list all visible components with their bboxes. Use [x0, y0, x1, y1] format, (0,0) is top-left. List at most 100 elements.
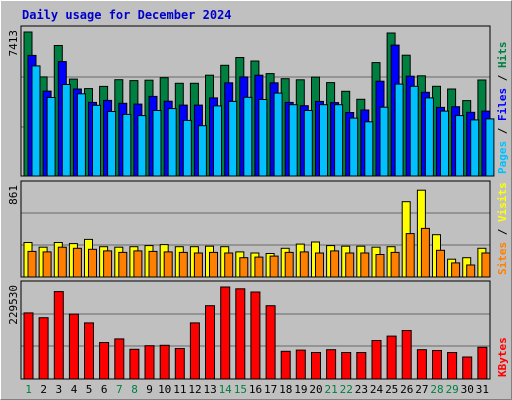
bar-pages-day-31: [485, 118, 495, 177]
bar-kbytes-day-4: [68, 313, 79, 380]
day-label-31: 31: [476, 383, 489, 396]
day-label-23: 23: [355, 383, 368, 396]
bar-pages-day-19: [303, 110, 313, 177]
bar-pages-day-28: [440, 110, 449, 177]
bar-pages-day-11: [182, 119, 192, 177]
bar-kbytes-day-21: [326, 349, 337, 380]
bar-sites-day-1: [27, 250, 37, 278]
bar-sites-day-25: [390, 251, 400, 278]
bar-pages-day-4: [76, 93, 86, 177]
bar-pages-day-21: [334, 104, 344, 177]
bar-kbytes-day-26: [401, 330, 412, 380]
bar-pages-day-25: [394, 83, 404, 177]
day-label-24: 24: [370, 383, 384, 396]
day-label-28: 28: [430, 383, 443, 396]
y-max-tick-label: 7413: [7, 30, 20, 57]
x-axis-day-labels: 1 2 3 4 5 6 7 8 9 10 11 12 13 14 15 16 17 18 19 20 21 22 23 24 2…: [25, 383, 489, 396]
bar-pages-day-1: [31, 65, 41, 177]
day-label-7: 7: [116, 383, 123, 396]
chart-title: Daily usage for December 2024: [22, 8, 232, 22]
day-label-3: 3: [55, 383, 62, 396]
bar-kbytes-day-30: [462, 356, 473, 380]
panel-kbytes: 229530 KBytes: [7, 280, 509, 380]
bar-sites-day-14: [224, 252, 234, 278]
legend-kbytes: KBytes: [496, 337, 509, 377]
bar-sites-day-28: [436, 249, 445, 278]
bar-kbytes-day-31: [477, 346, 488, 380]
day-label-4: 4: [71, 383, 78, 396]
bar-kbytes-day-13: [205, 305, 215, 380]
bar-sites-day-5: [88, 248, 97, 278]
legend-hits-files-pages: Pages / Files / Hits: [496, 42, 509, 175]
bar-sites-day-21: [330, 250, 340, 278]
day-label-2: 2: [40, 383, 47, 396]
bar-sites-day-15: [239, 257, 249, 278]
bar-pages-day-17: [273, 92, 283, 177]
day-label-26: 26: [400, 383, 413, 396]
bar-kbytes-day-5: [84, 322, 94, 380]
bar-pages-day-23: [364, 121, 374, 177]
bar-sites-day-4: [72, 247, 82, 278]
bar-pages-day-12: [197, 125, 207, 177]
bar-kbytes-day-1: [23, 312, 34, 380]
bar-sites-day-12: [193, 252, 203, 278]
y-max-tick-label: 229530: [7, 285, 20, 325]
bar-sites-day-24: [375, 254, 385, 278]
bar-sites-day-10: [163, 251, 173, 278]
day-label-20: 20: [309, 383, 322, 396]
bar-pages-day-18: [288, 104, 298, 177]
day-label-21: 21: [324, 383, 337, 396]
day-label-14: 14: [219, 383, 233, 396]
bar-pages-day-29: [455, 115, 465, 177]
bar-pages-day-22: [349, 117, 359, 177]
bar-pages-day-2: [46, 97, 56, 177]
bar-sites-day-17: [269, 255, 279, 278]
bar-sites-day-27: [420, 227, 430, 278]
legend-entry: Hits: [496, 42, 509, 69]
legend-entry: Sites: [496, 242, 509, 275]
bar-pages-day-14: [228, 100, 238, 177]
legend-entry: Visits: [496, 182, 509, 222]
bar-pages-day-13: [213, 105, 222, 177]
legend-entry: /: [496, 121, 509, 141]
bar-pages-day-26: [409, 85, 419, 177]
bar-kbytes-day-22: [341, 352, 352, 380]
bar-kbytes-day-10: [159, 344, 170, 380]
bar-sites-day-3: [57, 246, 67, 278]
bar-kbytes-day-25: [386, 335, 397, 380]
bar-kbytes-day-23: [356, 352, 367, 380]
bar-sites-day-31: [481, 252, 491, 278]
bar-sites-day-29: [451, 262, 461, 278]
bar-kbytes-day-18: [280, 350, 291, 380]
bar-sites-day-2: [42, 251, 52, 278]
bar-kbytes-day-9: [144, 345, 155, 380]
bar-sites-day-9: [148, 250, 158, 278]
day-label-30: 30: [461, 383, 474, 396]
bar-kbytes-day-11: [174, 348, 185, 380]
day-label-10: 10: [158, 383, 171, 396]
bar-sites-day-7: [118, 251, 128, 278]
bar-kbytes-day-27: [416, 349, 427, 380]
legend-entry: Pages: [496, 141, 509, 174]
bar-pages-day-5: [92, 104, 101, 177]
bar-kbytes-day-24: [371, 340, 382, 380]
day-label-8: 8: [131, 383, 138, 396]
bar-kbytes-day-7: [114, 338, 125, 380]
bar-kbytes-day-17: [265, 305, 276, 380]
bar-pages-day-9: [152, 110, 162, 177]
bar-sites-day-8: [133, 250, 143, 278]
bar-pages-day-30: [470, 119, 480, 177]
bar-kbytes-day-29: [447, 352, 458, 380]
bar-sites-day-26: [405, 233, 415, 278]
bar-sites-day-18: [284, 251, 294, 278]
bar-sites-day-16: [254, 256, 264, 278]
bar-sites-day-19: [299, 251, 309, 278]
bar-pages-day-16: [258, 99, 268, 177]
legend-visits-sites: Sites / Visits: [496, 182, 509, 275]
panel-visits-sites: 861 Sites / Visits: [7, 180, 509, 278]
bar-kbytes-day-20: [311, 352, 321, 380]
panel-hits-files-pages: 7413 Pages / Files / Hits: [7, 25, 509, 177]
day-label-9: 9: [146, 383, 153, 396]
day-label-15: 15: [234, 383, 247, 396]
